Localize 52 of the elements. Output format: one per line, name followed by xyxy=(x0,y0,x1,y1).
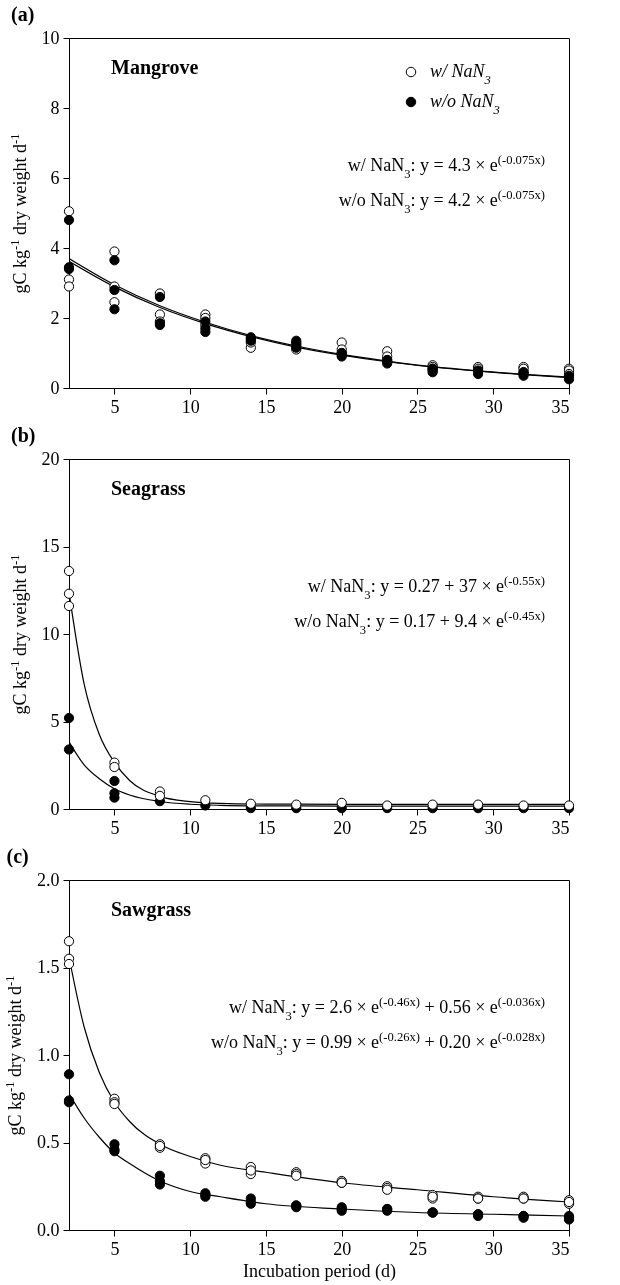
legend-label: w/ NaN$_{3}$ xyxy=(430,61,491,87)
x-tick-label: 35 xyxy=(551,1238,570,1259)
x-tick-label: 5 xyxy=(110,817,120,838)
y-tick-label: 1.5 xyxy=(37,957,60,977)
x-tick-label: 25 xyxy=(408,817,427,838)
x-tick-label: 25 xyxy=(408,1238,427,1259)
annotation: w/o NaN$_{3}$: y = 0.99 × e$^{(-0.26x)}$ + 0.20 × e$^{(-0.028x)}$ xyxy=(210,1030,545,1058)
annotation: Sawgrass xyxy=(111,898,192,921)
x-tick-label: 35 xyxy=(551,817,570,838)
y-tick-label: 0 xyxy=(50,377,60,398)
y-tick-label: 20 xyxy=(41,448,60,469)
y-tick-label: 0.0 xyxy=(37,1219,60,1240)
y-tick-label: 8 xyxy=(50,97,60,118)
x-axis-title: Incubation period (d) xyxy=(243,1260,396,1282)
y-tick-label: 4 xyxy=(50,237,60,258)
y-tick-label: 0.5 xyxy=(37,1132,60,1152)
y-tick-label: 1.0 xyxy=(37,1044,60,1065)
x-tick-label: 30 xyxy=(484,817,503,838)
x-tick-label: 15 xyxy=(257,817,276,838)
annotation: w/ NaN$_{3}$: y = 4.3 × e$^{(-0.075x)}$ xyxy=(347,153,545,181)
x-tick-label: 30 xyxy=(484,396,503,417)
y-tick-label: 6 xyxy=(50,167,60,188)
chart-title: (c) xyxy=(6,845,29,868)
chart-title: (a) xyxy=(11,3,35,26)
x-tick-label: 15 xyxy=(257,1238,276,1259)
x-tick-label: 10 xyxy=(181,396,200,417)
annotation: w/o NaN$_{3}$: y = 4.2 × e$^{(-0.075x)}$ xyxy=(338,188,545,216)
x-tick-label: 35 xyxy=(551,396,570,417)
x-tick-label: 10 xyxy=(181,817,200,838)
annotation: Seagrass xyxy=(111,477,186,500)
x-tick-label: 25 xyxy=(408,396,427,417)
annotation: w/o NaN$_{3}$: y = 0.17 + 9.4 × e$^{(-0.45x)}$ xyxy=(294,609,545,637)
x-tick-label: 20 xyxy=(333,817,352,838)
y-tick-label: 2.0 xyxy=(37,869,60,890)
legend-label: w/o NaN$_{3}$ xyxy=(430,91,500,117)
chart-title: (b) xyxy=(11,424,36,447)
x-tick-label: 5 xyxy=(110,396,120,417)
x-tick-label: 10 xyxy=(181,1238,200,1259)
annotation: Mangrove xyxy=(111,56,199,79)
y-tick-label: 0 xyxy=(50,798,60,819)
annotation: w/ NaN$_{3}$: y = 0.27 + 37 × e$^{(-0.55x)}$ xyxy=(307,574,545,602)
annotation: w/ NaN$_{3}$: y = 2.6 × e$^{(-0.46x)}$ + 0.56 × e$^{(-0.036x)}$ xyxy=(228,995,545,1023)
x-tick-label: 5 xyxy=(110,1238,120,1259)
x-tick-label: 30 xyxy=(484,1238,503,1259)
y-tick-label: 10 xyxy=(41,27,60,48)
y-tick-label: 15 xyxy=(41,536,60,556)
y-tick-label: 5 xyxy=(50,711,60,731)
x-tick-label: 15 xyxy=(257,396,276,417)
y-tick-label: 2 xyxy=(50,307,60,328)
y-tick-label: 10 xyxy=(41,623,60,644)
x-tick-label: 20 xyxy=(333,1238,352,1259)
x-tick-label: 20 xyxy=(333,396,352,417)
